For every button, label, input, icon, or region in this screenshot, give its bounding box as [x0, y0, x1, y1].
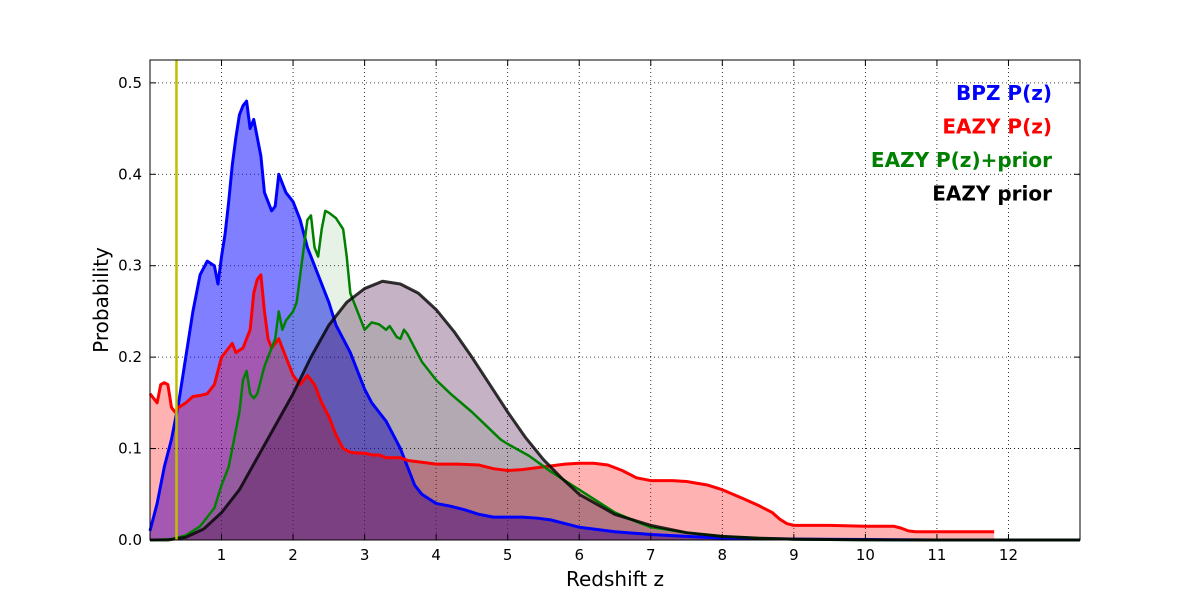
y-axis-title: Probability	[89, 247, 113, 353]
series-lines	[148, 99, 1080, 542]
x-tick-label: 11	[927, 546, 946, 564]
eazy-prior-fill	[150, 281, 1080, 540]
bpz-p-z-fill	[150, 101, 1080, 540]
legend: BPZ P(z) EAZY P(z) EAZY P(z)+prior EAZY pri…	[871, 81, 1052, 206]
plot-frame	[149, 59, 1081, 541]
x-tick-label: 10	[856, 546, 875, 564]
legend-eazy-prior: EAZY prior	[932, 182, 1052, 206]
x-tick-label: 4	[431, 546, 441, 564]
y-tick-label: 0.3	[118, 257, 142, 275]
x-tick-label: 5	[503, 546, 513, 564]
x-tick-labels: 1 2 3 4 5 6 7 8 9 10 11 12	[217, 546, 1018, 564]
legend-bpz-p-z: BPZ P(z)	[956, 81, 1052, 105]
grid	[150, 60, 1080, 541]
x-axis-title: Redshift z	[566, 567, 664, 591]
x-tick-label: 12	[999, 546, 1018, 564]
eazy-p-z-prior-line	[149, 209, 1080, 542]
y-tick-label: 0.0	[118, 531, 142, 549]
bpz-p-z-line	[148, 99, 1080, 542]
legend-eazy-p-z-prior: EAZY P(z)+prior	[871, 148, 1052, 172]
eazy-p-z-fill	[150, 274, 995, 540]
x-tick-label: 3	[360, 546, 370, 564]
y-tick-labels: 0.0 0.1 0.2 0.3 0.4 0.5	[118, 74, 142, 549]
eazy-prior-line	[150, 279, 1080, 542]
x-tick-label: 7	[646, 546, 656, 564]
legend-eazy-p-z: EAZY P(z)	[942, 115, 1052, 139]
y-tick-label: 0.2	[118, 348, 142, 366]
x-tick-label: 8	[718, 546, 728, 564]
x-tick-label: 9	[789, 546, 799, 564]
eazy-p-z-line	[148, 273, 995, 534]
y-tick-label: 0.4	[118, 165, 142, 183]
y-tick-label: 0.1	[118, 440, 142, 458]
x-tick-label: 2	[288, 546, 298, 564]
y-tick-label: 0.5	[118, 74, 142, 92]
x-tick-label: 1	[217, 546, 227, 564]
axis-ticks	[150, 60, 1080, 541]
x-tick-label: 6	[574, 546, 584, 564]
